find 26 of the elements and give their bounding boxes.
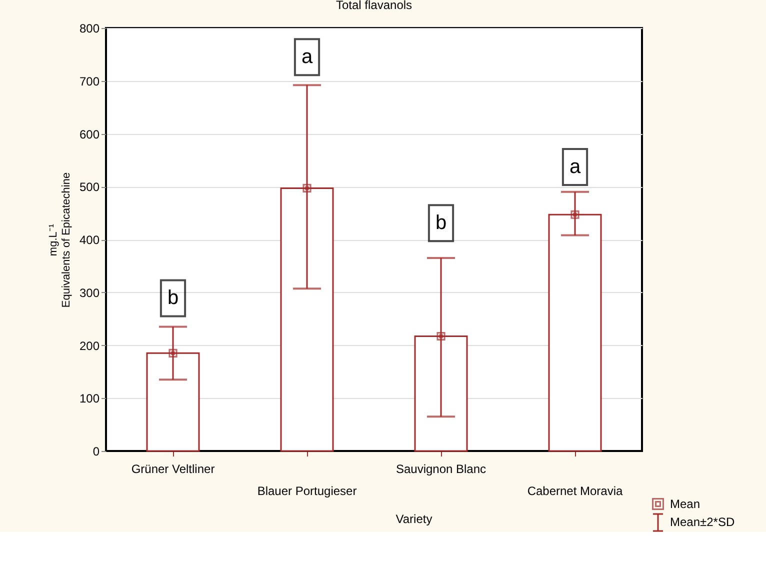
chart-title: Total flavanols — [336, 0, 412, 12]
y-tick-label: 400 — [79, 233, 100, 247]
legend-label: Mean — [670, 497, 700, 511]
x-tick-label: Blauer Portugieser — [257, 484, 357, 498]
y-tick-label: 700 — [79, 74, 100, 88]
x-tick-label: Cabernet Moravia — [527, 484, 624, 498]
annotation: a — [569, 156, 582, 178]
y-tick-label: 0 — [92, 444, 100, 458]
annotation: b — [167, 287, 179, 310]
y-tick-label: 100 — [79, 392, 100, 406]
point — [570, 210, 580, 219]
y-tick-label: 300 — [79, 286, 100, 300]
point — [436, 332, 446, 341]
y-tick-label: 600 — [79, 127, 100, 142]
y-tick-label: 500 — [79, 180, 100, 194]
point — [302, 184, 312, 192]
x-tick-label: Grüner Veltliner — [131, 462, 215, 476]
x-tick-label: Sauvignon Blanc — [396, 462, 486, 476]
y-tick-label: 800 — [79, 22, 100, 36]
x-axis-title: Variety — [396, 512, 432, 526]
y-tick-label: 200 — [79, 338, 100, 353]
point — [168, 348, 178, 358]
annotation: b — [435, 212, 447, 234]
y-axis-title: mg.L⁻¹ Equivalents of Epicatechine — [47, 172, 72, 308]
annotation: a — [301, 46, 314, 68]
text: Mean±2*SD — [670, 515, 735, 529]
